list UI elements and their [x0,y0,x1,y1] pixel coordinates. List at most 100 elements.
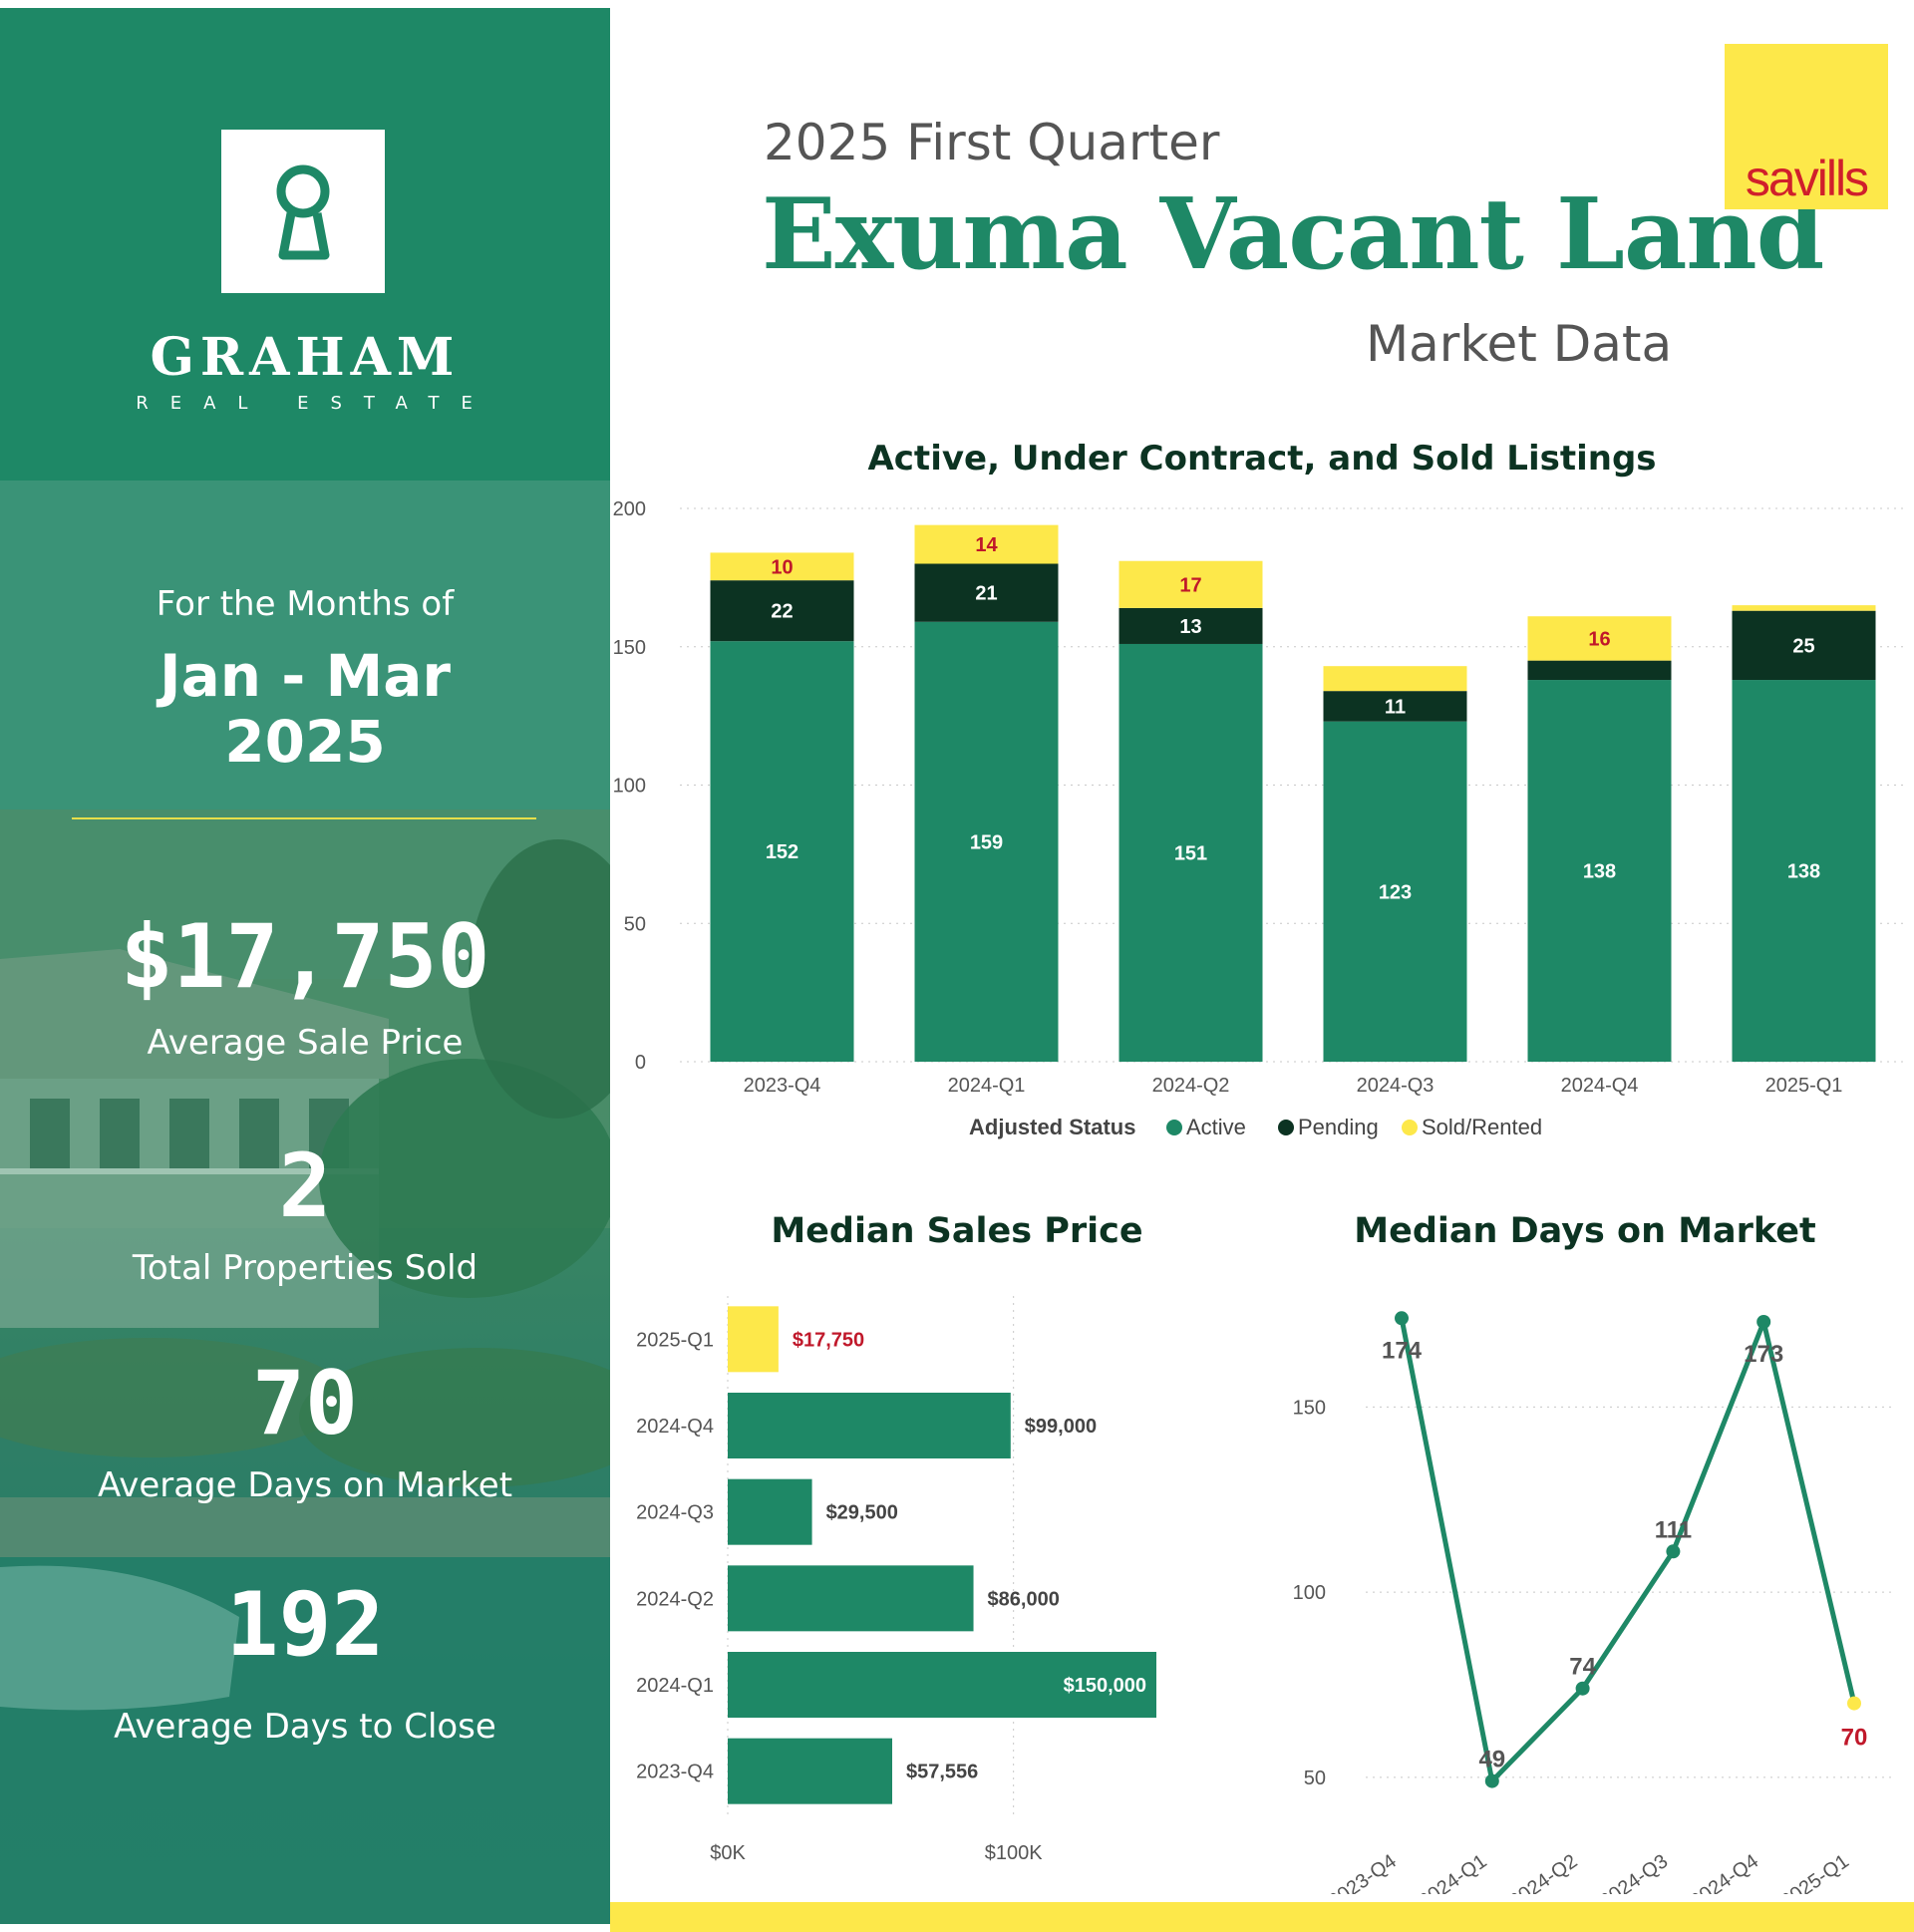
left-panel: GRAHAM REAL ESTATE For the Months of Jan… [0,8,610,1924]
avg-close-label: Average Days to Close [114,1707,496,1747]
y-tick-label: 2024-Q1 [636,1675,714,1697]
data-label: 11 [1385,696,1406,718]
background-photo [0,481,610,1924]
data-label: 138 [1583,861,1616,883]
x-tick-label: 2024-Q2 [1505,1850,1581,1894]
data-label: 111 [1655,1516,1692,1543]
x-tick-label: 2024-Q3 [1357,1075,1435,1097]
data-label: $99,000 [1025,1416,1097,1438]
bar-active [1732,680,1876,1062]
bar-pending [710,580,854,642]
legend-item: Pending [1298,1115,1379,1139]
data-label: $29,500 [826,1502,898,1524]
data-label: 16 [1588,628,1610,650]
months-year: 2025 [224,708,386,776]
data-label: 151 [1174,842,1207,864]
listings-chart: 0 50 100 150 200 152 22 10 2023-Q4 159 21 14 2024-Q1… [613,498,1906,1139]
data-label: 74 [1569,1654,1596,1681]
y-tick-label: 50 [1304,1768,1326,1789]
savills-logo: savills [1725,44,1888,209]
legend-title: Adjusted Status [969,1115,1135,1139]
x-tick-label: 2023-Q4 [1324,1850,1400,1894]
bar-pending [914,563,1059,622]
avg-close-value: 192 [225,1573,385,1676]
data-label: $17,750 [793,1329,864,1351]
data-point [1756,1315,1771,1329]
y-tick-label: 150 [1293,1397,1326,1419]
bar [728,1652,1156,1718]
brand-block: GRAHAM REAL ESTATE [0,8,610,481]
total-sold-value: 2 [278,1134,332,1237]
bar-active [1527,680,1672,1062]
data-label: 10 [771,556,793,578]
savills-wordmark: savills [1745,151,1869,206]
legend-swatch [1166,1120,1182,1135]
bar-pending [1323,691,1467,722]
bar [728,1738,892,1804]
y-tick-label: 2024-Q3 [636,1502,714,1524]
x-tick-label: 2024-Q1 [948,1075,1026,1097]
x-tick-label: 2023-Q4 [744,1075,821,1097]
legend-item: Active [1186,1115,1246,1139]
data-point [1484,1773,1499,1788]
x-tick-label: 2024-Q4 [1687,1850,1762,1894]
bar-pending [1118,607,1263,644]
bar [728,1565,974,1632]
avg-sale-price-value: $17,750 [120,905,490,1008]
data-label: 49 [1478,1747,1505,1773]
avg-dom-label: Average Days on Market [97,1465,513,1505]
x-tick-label: 2024-Q4 [1561,1075,1639,1097]
y-tick-label: 100 [613,776,646,798]
median-price-chart-title: Median Sales Price [771,1211,1143,1251]
months-label: For the Months of [156,584,455,624]
data-label: 25 [1792,635,1814,657]
data-point [1666,1544,1681,1559]
data-label: $86,000 [988,1588,1060,1610]
y-tick-label: 2024-Q2 [636,1588,714,1610]
avg-sale-price-label: Average Sale Price [147,1023,464,1063]
x-tick-label: 2024-Q2 [1152,1075,1230,1097]
data-label: 22 [771,601,793,623]
x-tick-label: $0K [710,1842,746,1864]
bar-sold-rented [914,524,1059,564]
data-label: 159 [970,831,1003,853]
bar-active [1323,721,1467,1062]
total-sold-label: Total Properties Sold [132,1248,478,1288]
data-label: 152 [766,841,798,863]
data-label: 173 [1744,1341,1783,1368]
y-tick-label: 2025-Q1 [636,1329,714,1351]
legend-swatch [1278,1120,1294,1135]
legend-swatch [1402,1120,1418,1135]
bar-active [710,641,854,1062]
data-label: 13 [1179,616,1201,638]
data-label: 138 [1787,861,1820,883]
bar-sold-rented [710,552,854,581]
legend-item: Sold/Rented [1422,1115,1542,1139]
bar [728,1478,812,1545]
y-tick-label: 150 [613,637,646,659]
data-label: $150,000 [1064,1675,1146,1697]
keyhole-icon [276,164,330,260]
divider [72,817,536,819]
bar-sold-rented [1732,605,1876,611]
data-label: 70 [1841,1725,1868,1752]
series-line [1399,1317,1857,1784]
listings-chart-title: Active, Under Contract, and Sold Listing… [867,439,1657,479]
median-price-chart: $0K $100K 2025-Q1 $17,750 2024-Q4 $99,000 2024… [636,1296,1156,1864]
report-subtitle: 2025 First Quarter [764,114,1220,171]
y-tick-label: 100 [1293,1582,1326,1604]
y-tick-label: 2023-Q4 [636,1762,714,1783]
bar-sold-rented [1527,616,1672,661]
bar-pending [1527,660,1672,681]
brand-subtitle: REAL ESTATE [136,393,494,414]
data-point [1575,1681,1590,1696]
brand-name: GRAHAM [150,327,461,388]
bottom-accent-bar [610,1902,1914,1932]
x-tick-label: 2025-Q1 [1765,1075,1843,1097]
data-point [1847,1696,1861,1711]
y-tick-label: 2024-Q4 [636,1416,714,1438]
x-tick-label: $100K [985,1842,1043,1864]
bar-sold-rented [1118,560,1263,608]
median-dom-chart: 50 100 150 174 2023-Q4 49 2024-Q1 74 2024-Q2 111 2… [1293,1311,1894,1894]
graham-logo [221,130,385,293]
